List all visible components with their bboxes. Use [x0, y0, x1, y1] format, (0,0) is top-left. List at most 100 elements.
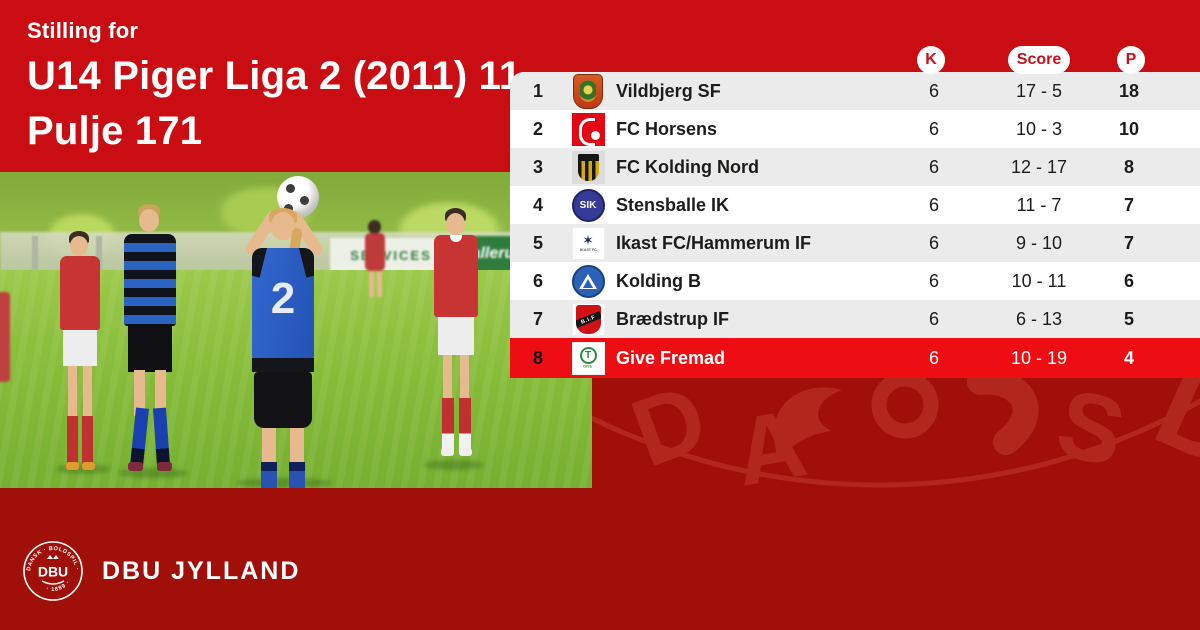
matches-played: 6: [928, 270, 939, 291]
player-part: [460, 355, 469, 401]
crest-detail: [578, 117, 595, 146]
bottom-background: D A S D: [0, 378, 1200, 630]
player-part: [368, 220, 381, 234]
team-name: Brædstrup IF: [616, 308, 730, 329]
ball-spot: [286, 184, 295, 193]
rank: 3: [532, 156, 543, 177]
points: 5: [1123, 308, 1134, 329]
rank: 1: [532, 80, 543, 101]
player-part: [252, 358, 314, 372]
team-name: Stensballe IK: [616, 194, 730, 215]
player-part: [134, 370, 145, 416]
team-logo-fc-horsens: [566, 112, 610, 146]
player-part: [68, 366, 77, 418]
column-badge-score: Score: [1008, 46, 1070, 74]
player-part: [70, 236, 88, 256]
goal-score: 17 - 5: [1015, 80, 1063, 101]
player-part: [261, 462, 277, 488]
player-part: [459, 448, 472, 456]
player-part: [82, 462, 95, 470]
standings-table: 1 Vildbjerg SF 6 17 - 5 18 2 FC Horsens …: [510, 72, 1200, 378]
player-part: [442, 398, 454, 450]
player-part: [63, 330, 97, 366]
points: 7: [1123, 232, 1134, 253]
player-part: [262, 428, 276, 468]
crest-text: B.I.F: [575, 310, 601, 328]
player-part: [438, 317, 474, 355]
team-logo-ikast-fc: ✶ IKAST FC: [566, 226, 610, 260]
rank: 6: [532, 270, 543, 291]
player-part: [60, 256, 100, 330]
watermark-lion-swirl: [871, 378, 939, 439]
footer: DANSK · BOLDSPIL · UNION · 1889 · DBU DB…: [22, 540, 300, 602]
team-name: Vildbjerg SF: [616, 80, 721, 101]
player-part: [152, 407, 171, 467]
crest-detail: [590, 130, 600, 140]
watermark-letter: D: [619, 378, 721, 488]
player-throw-in: 2: [228, 172, 338, 488]
crest-detail: [580, 80, 596, 102]
player-part: [139, 209, 159, 232]
ball-spot: [300, 196, 309, 205]
points: 8: [1123, 156, 1134, 177]
player-shadow: [424, 460, 484, 470]
player-part: [83, 366, 92, 418]
rank: 8: [532, 347, 543, 368]
team-name: Give Fremad: [616, 347, 726, 368]
player-part: [289, 462, 305, 488]
player-part: [443, 355, 452, 401]
player-part: [369, 271, 374, 297]
crest-text: IKAST FC: [579, 247, 597, 252]
table-row: 3 FC Kolding Nord 6 12 - 17 8: [510, 148, 1200, 186]
team-name: FC Kolding Nord: [616, 156, 759, 177]
player-part: [128, 462, 143, 471]
player-part: [66, 462, 79, 470]
player-red-background: [362, 220, 388, 300]
table-row: 6 Kolding B 6 10 - 11 6: [510, 262, 1200, 300]
player-part: [365, 233, 385, 271]
player-part: [124, 234, 176, 326]
player-red-edge: [0, 292, 10, 382]
watermark-lion-wing: [773, 387, 842, 462]
team-name: Kolding B: [616, 270, 701, 291]
player-part: [157, 462, 172, 471]
points: 7: [1123, 194, 1134, 215]
player-part: [441, 448, 454, 456]
goal-score: 12 - 17: [1010, 156, 1068, 177]
dbu-emblem: DANSK · BOLDSPIL · UNION · 1889 · DBU: [22, 540, 83, 601]
table-row: 5 ✶ IKAST FC Ikast FC/Hammerum IF 6 9 - 1…: [510, 224, 1200, 262]
player-striped: [112, 204, 188, 488]
player-red-right: [424, 208, 486, 472]
watermark-letter: D: [1137, 378, 1200, 495]
player-part: [377, 271, 382, 297]
title-pool: Pulje 171: [27, 109, 203, 153]
dbu-crest-watermark: D A S D: [517, 378, 1200, 507]
team-logo-stensballe-ik: SIK: [566, 188, 610, 222]
player-part: [290, 428, 304, 468]
matches-played: 6: [928, 347, 939, 368]
team-name: FC Horsens: [616, 118, 718, 139]
matches-played: 6: [928, 232, 939, 253]
table-row: 7 B.I.F Brædstrup IF 6 6 - 13 5: [510, 300, 1200, 338]
player-part: [128, 324, 172, 372]
goal-score: 9 - 10: [1015, 232, 1063, 253]
emblem-wings: [41, 580, 65, 585]
team-logo-braedstrup-if: B.I.F: [566, 302, 610, 336]
rank: 2: [532, 118, 543, 139]
player-part: [459, 398, 471, 450]
matches-played: 6: [928, 194, 939, 215]
goal-score: 10 - 11: [1011, 270, 1067, 291]
svg-text:· 1889 ·: · 1889 ·: [45, 579, 71, 593]
team-logo-give-fremad: T GIVE: [566, 341, 610, 375]
points: 18: [1118, 80, 1140, 101]
emblem-crown: [47, 555, 59, 559]
match-photo: SERVICES Ballerup: [0, 172, 592, 488]
watermark-lion-tail: [967, 378, 1039, 455]
table-row: 1 Vildbjerg SF 6 17 - 5 18: [510, 72, 1200, 110]
table-row-highlighted: 8 T GIVE Give Fremad 6 10 - 19 4: [510, 338, 1200, 378]
crest-detail: T: [579, 347, 597, 364]
jersey-number: 2: [270, 274, 296, 323]
goal-score: 10 - 3: [1015, 118, 1063, 139]
emblem-year: · 1889 ·: [45, 579, 70, 593]
watermark-letter: S: [1047, 378, 1135, 488]
